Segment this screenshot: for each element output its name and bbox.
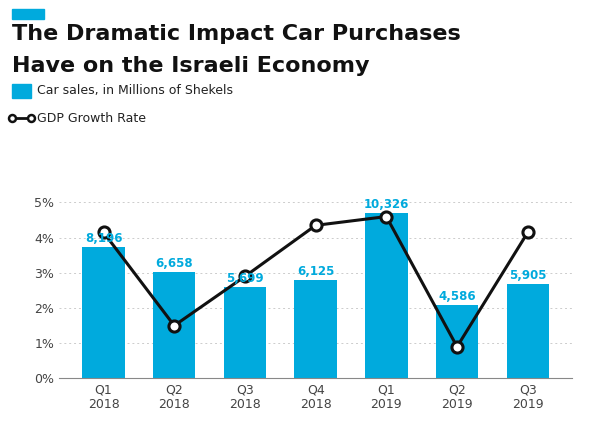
- Bar: [153, 272, 195, 378]
- Bar: [507, 284, 549, 378]
- Text: The Dramatic Impact Car Purchases: The Dramatic Impact Car Purchases: [12, 24, 461, 44]
- Text: GDP Growth Rate: GDP Growth Rate: [37, 112, 146, 125]
- Bar: [224, 287, 266, 378]
- Bar: [365, 213, 408, 378]
- Text: 4,586: 4,586: [438, 290, 476, 303]
- Text: 5,905: 5,905: [509, 269, 546, 282]
- Bar: [294, 280, 337, 378]
- Text: Car sales, in Millions of Shekels: Car sales, in Millions of Shekels: [37, 84, 232, 97]
- Text: Have on the Israeli Economy: Have on the Israeli Economy: [12, 56, 369, 76]
- Bar: [83, 247, 124, 378]
- Bar: [436, 305, 478, 378]
- Text: 6,125: 6,125: [297, 265, 335, 278]
- Text: 6,658: 6,658: [155, 257, 193, 270]
- Text: 5,699: 5,699: [226, 272, 264, 285]
- Text: 8,196: 8,196: [85, 232, 122, 245]
- Text: 10,326: 10,326: [363, 198, 409, 211]
